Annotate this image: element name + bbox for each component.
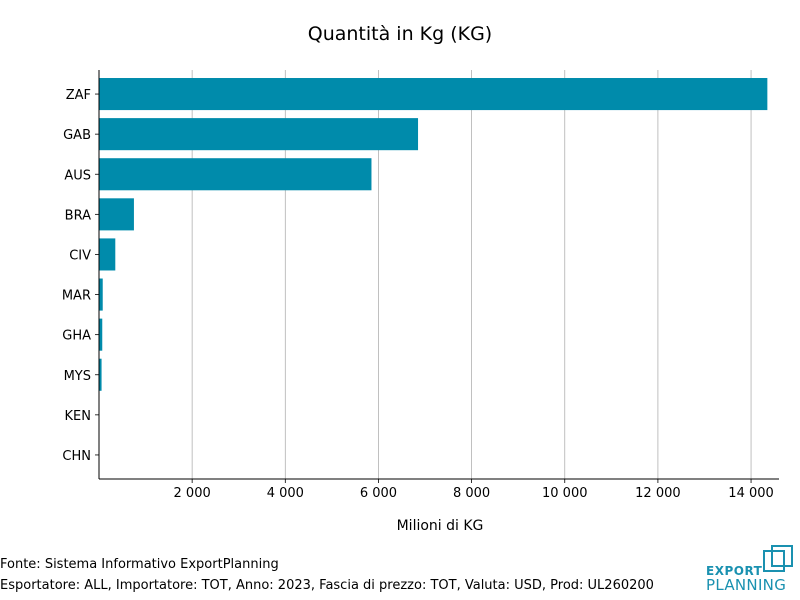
category-label-gab: GAB	[63, 128, 91, 143]
category-label-chn: CHN	[62, 449, 91, 464]
category-label-ken: KEN	[65, 409, 91, 424]
bars	[99, 78, 768, 471]
logo-mark-icon	[763, 545, 793, 572]
x-tick-label: 4 000	[267, 486, 304, 501]
x-tick-label: 14 000	[728, 486, 774, 501]
bar-zaf	[99, 78, 768, 111]
category-label-mar: MAR	[62, 289, 91, 304]
axes	[95, 70, 779, 483]
bar-gab	[99, 118, 419, 151]
x-tick-label: 10 000	[542, 486, 588, 501]
footer-meta: Esportatore: ALL, Importatore: TOT, Anno…	[0, 578, 654, 593]
logo-text-export: EXPORT	[706, 564, 763, 578]
bar-aus	[99, 158, 372, 191]
exportplanning-logo: EXPORT PLANNING	[704, 545, 796, 595]
footer-source: Fonte: Sistema Informativo ExportPlannin…	[0, 557, 279, 572]
category-label-aus: AUS	[64, 168, 91, 183]
bar-gha	[99, 318, 103, 351]
category-label-gha: GHA	[62, 329, 91, 344]
logo-text-planning: PLANNING	[706, 576, 787, 594]
x-tick-label: 6 000	[360, 486, 397, 501]
bar-civ	[99, 238, 116, 271]
x-axis-label: Milioni di KG	[397, 518, 484, 534]
x-tick-label: 12 000	[635, 486, 681, 501]
tick-labels: 2 000 4 000 6 000 8 000 10 000 12 000 14 000 ZA…	[62, 88, 774, 501]
category-label-civ: CIV	[69, 248, 91, 263]
chart-title: Quantità in Kg (KG)	[308, 23, 492, 45]
bar-bra	[99, 198, 134, 231]
category-label-mys: MYS	[64, 369, 91, 384]
x-tick-label: 2 000	[174, 486, 211, 501]
category-label-bra: BRA	[65, 208, 91, 223]
x-tick-label: 8 000	[453, 486, 490, 501]
category-label-zaf: ZAF	[66, 88, 91, 103]
bar-mar	[99, 278, 103, 311]
bar-mys	[99, 358, 102, 391]
